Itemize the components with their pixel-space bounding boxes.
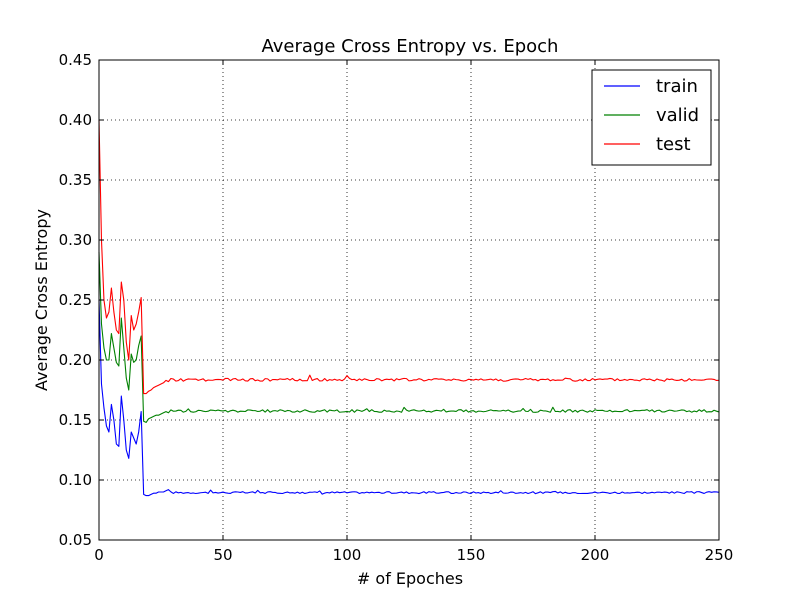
series-line-valid bbox=[98, 251, 720, 423]
y-tick-label: 0.10 bbox=[59, 471, 92, 489]
legend-label-test: test bbox=[656, 134, 691, 155]
y-tick-label: 0.05 bbox=[59, 531, 92, 549]
x-tick-label: 200 bbox=[581, 546, 610, 564]
x-tick-label: 100 bbox=[333, 546, 362, 564]
x-tick-label: 250 bbox=[705, 546, 734, 564]
legend-label-valid: valid bbox=[656, 105, 699, 126]
x-tick-label: 0 bbox=[94, 546, 104, 564]
x-axis-title: # of Epoches bbox=[357, 569, 463, 588]
y-tick-label: 0.35 bbox=[59, 171, 92, 189]
x-tick-label: 50 bbox=[213, 546, 232, 564]
series-line-test bbox=[98, 119, 720, 395]
y-tick-label: 0.25 bbox=[59, 291, 92, 309]
chart-title: Average Cross Entropy vs. Epoch bbox=[262, 36, 559, 57]
legend: train valid test bbox=[591, 69, 712, 166]
y-tick-label: 0.45 bbox=[59, 51, 92, 69]
x-tick-label: 150 bbox=[457, 546, 486, 564]
y-tick-label: 0.20 bbox=[59, 351, 92, 369]
y-tick-label: 0.40 bbox=[59, 111, 92, 129]
y-tick-label: 0.15 bbox=[59, 411, 92, 429]
series-lines bbox=[98, 119, 720, 497]
y-tick-label: 0.30 bbox=[59, 231, 92, 249]
series-line-train bbox=[98, 299, 720, 497]
axis-ticks: 0 50 100 150 200 250 0.05 0.10 0.15 0.20 0.25 0.30 0… bbox=[59, 51, 734, 564]
y-axis-title: Average Cross Entropy bbox=[32, 209, 51, 391]
legend-label-train: train bbox=[656, 76, 698, 97]
